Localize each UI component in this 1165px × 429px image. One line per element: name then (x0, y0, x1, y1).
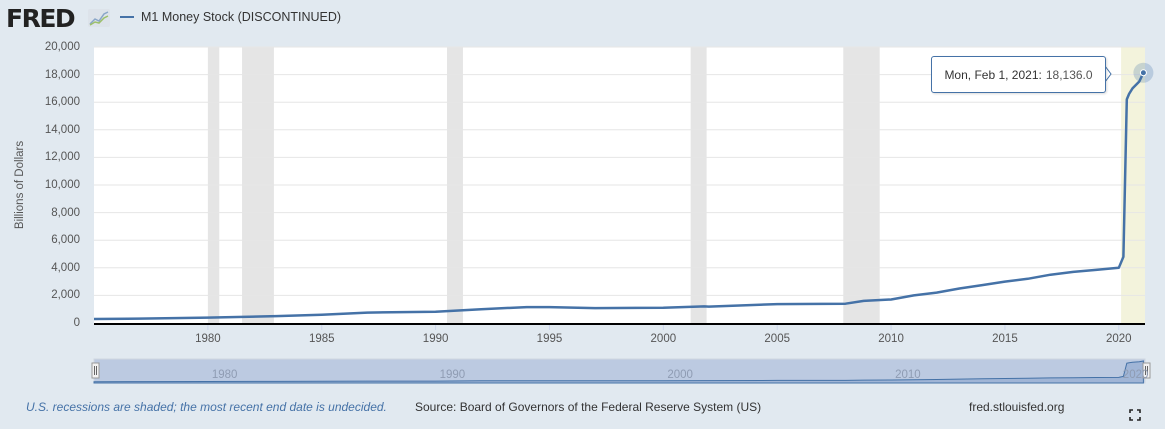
x-tick-label: 2010 (878, 333, 904, 345)
y-tick-label: 8,000 (51, 206, 80, 219)
navigator-year-label: 1990 (439, 369, 466, 381)
y-tick-label: 12,000 (44, 151, 80, 164)
navigator-year-label: 2010 (895, 369, 921, 381)
recession-note: U.S. recessions are shaded; the most rec… (26, 400, 387, 414)
tooltip-date: Mon, Feb 1, 2021: (944, 67, 1042, 82)
legend-label: M1 Money Stock (DISCONTINUED) (141, 10, 342, 24)
navigator-right-handle[interactable] (1142, 362, 1151, 379)
navigator-series (93, 360, 1144, 384)
fullscreen-icon[interactable] (1129, 408, 1141, 421)
navigator-year-label: 1980 (211, 369, 238, 381)
navigator-year-label: 2020 (1122, 369, 1149, 381)
y-tick-label: 10,000 (44, 179, 80, 191)
y-tick-label: 20,000 (44, 41, 80, 53)
tooltip-value: 18,136.0 (1045, 67, 1093, 82)
x-tick-label: 1995 (536, 333, 563, 345)
y-tick-label: 0 (73, 317, 80, 329)
navigator-left-handle[interactable] (91, 362, 100, 379)
tooltip-pointer (1104, 65, 1112, 83)
y-tick-label: 4,000 (51, 261, 80, 274)
x-tick-label: 1990 (422, 333, 449, 345)
x-tick-label: 2020 (1106, 333, 1132, 345)
source-text: Source: Board of Governors of the Federa… (415, 400, 762, 414)
x-tick-label: 1985 (308, 333, 335, 345)
x-tick-label: 2005 (764, 333, 790, 345)
chart-line-icon (88, 9, 110, 27)
y-tick-label: 16,000 (44, 96, 80, 109)
data-tooltip: Mon, Feb 1, 2021: 18,136.0 (931, 56, 1106, 93)
navigator-year-label: 2000 (667, 369, 693, 381)
x-tick-label: 2015 (992, 333, 1018, 345)
source-url-link[interactable]: fred.stlouisfed.org (969, 400, 1065, 414)
x-tick-label: 1980 (195, 333, 221, 345)
y-tick-label: 14,000 (44, 123, 80, 136)
y-tick-label: 2,000 (51, 289, 80, 302)
x-tick-label: 2000 (650, 333, 677, 345)
hover-point[interactable] (1139, 69, 1147, 77)
series-line[interactable] (93, 72, 1145, 321)
legend-swatch (120, 16, 134, 18)
fred-logo[interactable]: FRED (6, 4, 76, 33)
y-tick-label: 6,000 (51, 234, 80, 247)
legend-item[interactable]: M1 Money Stock (DISCONTINUED) (120, 10, 341, 24)
y-tick-label: 18,000 (44, 68, 80, 81)
